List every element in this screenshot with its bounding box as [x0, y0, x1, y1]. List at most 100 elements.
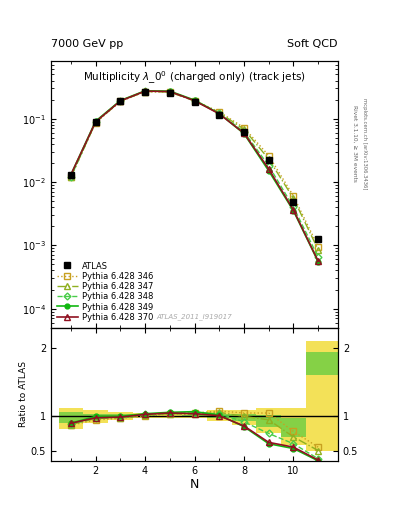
Line: Pythia 6.428 348: Pythia 6.428 348	[68, 89, 321, 260]
Pythia 6.428 370	[118, 98, 123, 104]
Pythia 6.428 348	[167, 89, 172, 95]
Line: Pythia 6.428 349: Pythia 6.428 349	[68, 89, 321, 264]
Pythia 6.428 346	[68, 174, 73, 180]
Pythia 6.428 348	[316, 254, 321, 260]
Bar	[207, 410, 231, 421]
Pythia 6.428 347	[118, 98, 123, 104]
Text: Multiplicity $\lambda\_0^0$ (charged only) (track jets): Multiplicity $\lambda\_0^0$ (charged onl…	[83, 70, 306, 86]
Pythia 6.428 349	[167, 88, 172, 94]
Pythia 6.428 348	[143, 88, 147, 94]
Pythia 6.428 349	[291, 208, 296, 214]
Text: Rivet 3.1.10, ≥ 3M events: Rivet 3.1.10, ≥ 3M events	[352, 105, 357, 182]
Y-axis label: Ratio to ATLAS: Ratio to ATLAS	[19, 361, 28, 427]
Bar	[306, 342, 355, 451]
X-axis label: N: N	[190, 478, 199, 492]
Bar	[59, 412, 83, 423]
Bar	[207, 414, 231, 418]
ATLAS	[93, 119, 98, 125]
ATLAS	[143, 89, 147, 95]
Pythia 6.428 348	[192, 97, 197, 103]
Pythia 6.428 349	[93, 118, 98, 124]
Pythia 6.428 348	[68, 174, 73, 180]
ATLAS	[167, 90, 172, 96]
Pythia 6.428 370	[143, 88, 147, 94]
Bar	[182, 413, 207, 418]
Pythia 6.428 346	[143, 89, 147, 95]
Pythia 6.428 348	[217, 110, 222, 116]
ATLAS	[266, 157, 271, 163]
Bar	[83, 410, 108, 423]
Pythia 6.428 347	[316, 247, 321, 253]
Bar	[59, 408, 83, 429]
Line: Pythia 6.428 346: Pythia 6.428 346	[68, 89, 321, 249]
Bar	[108, 412, 133, 420]
Pythia 6.428 346	[242, 124, 246, 131]
Bar	[133, 415, 158, 417]
ATLAS	[242, 129, 246, 135]
Bar	[182, 415, 207, 417]
Pythia 6.428 370	[217, 111, 222, 117]
Bar	[256, 415, 281, 426]
Pythia 6.428 370	[192, 98, 197, 104]
Pythia 6.428 346	[192, 97, 197, 103]
Bar	[83, 414, 108, 419]
Pythia 6.428 370	[242, 130, 246, 136]
Bar	[231, 410, 256, 425]
Pythia 6.428 349	[118, 97, 123, 103]
Pythia 6.428 349	[316, 259, 321, 265]
ATLAS	[68, 172, 73, 178]
Line: Pythia 6.428 370: Pythia 6.428 370	[68, 89, 321, 264]
Bar	[158, 416, 182, 417]
Bar	[281, 418, 306, 437]
Pythia 6.428 348	[242, 129, 246, 135]
Pythia 6.428 347	[266, 156, 271, 162]
Pythia 6.428 347	[143, 89, 147, 95]
Pythia 6.428 347	[217, 110, 222, 116]
Bar	[108, 414, 133, 418]
Bar	[133, 413, 158, 418]
Bar	[281, 408, 306, 445]
ATLAS	[217, 112, 222, 118]
Text: 7000 GeV pp: 7000 GeV pp	[51, 38, 123, 49]
ATLAS	[118, 98, 123, 104]
Pythia 6.428 370	[167, 89, 172, 95]
Pythia 6.428 346	[291, 193, 296, 199]
Pythia 6.428 348	[118, 98, 123, 104]
Pythia 6.428 346	[118, 98, 123, 104]
Pythia 6.428 348	[93, 119, 98, 125]
Bar	[306, 352, 355, 375]
Pythia 6.428 349	[266, 168, 271, 174]
Pythia 6.428 347	[93, 119, 98, 125]
Bar	[231, 414, 256, 421]
Line: ATLAS: ATLAS	[68, 89, 321, 242]
Pythia 6.428 346	[316, 244, 321, 250]
ATLAS	[316, 236, 321, 242]
Pythia 6.428 370	[93, 119, 98, 125]
Pythia 6.428 370	[316, 258, 321, 264]
Pythia 6.428 347	[242, 126, 246, 132]
Pythia 6.428 346	[217, 109, 222, 115]
ATLAS	[192, 99, 197, 105]
Pythia 6.428 349	[143, 88, 147, 94]
Pythia 6.428 370	[68, 172, 73, 178]
Pythia 6.428 346	[167, 89, 172, 95]
Pythia 6.428 349	[68, 172, 73, 178]
Bar	[256, 408, 281, 434]
Text: Soft QCD: Soft QCD	[288, 38, 338, 49]
Pythia 6.428 370	[266, 166, 271, 172]
Text: ATLAS_2011_I919017: ATLAS_2011_I919017	[157, 313, 232, 319]
Pythia 6.428 347	[291, 196, 296, 202]
Pythia 6.428 349	[217, 111, 222, 117]
Pythia 6.428 348	[266, 163, 271, 169]
Pythia 6.428 347	[167, 89, 172, 95]
Pythia 6.428 347	[68, 174, 73, 180]
Pythia 6.428 349	[242, 131, 246, 137]
ATLAS	[291, 199, 296, 205]
Bar	[158, 414, 182, 418]
Line: Pythia 6.428 347: Pythia 6.428 347	[68, 89, 321, 252]
Pythia 6.428 348	[291, 204, 296, 210]
Pythia 6.428 349	[192, 97, 197, 103]
Pythia 6.428 347	[192, 98, 197, 104]
Pythia 6.428 346	[93, 120, 98, 126]
Pythia 6.428 346	[266, 153, 271, 159]
